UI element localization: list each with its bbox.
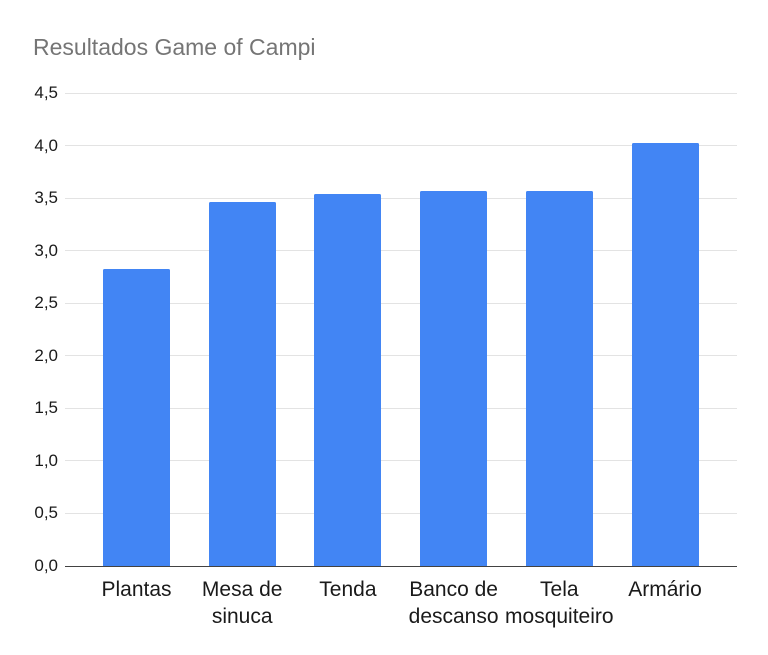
- gridline: [65, 92, 737, 94]
- gridline: [65, 145, 737, 147]
- gridline: [65, 512, 737, 514]
- y-axis-tick-label: 4,0: [34, 135, 58, 155]
- y-axis-tick-label: 1,0: [34, 450, 58, 470]
- gridline: [65, 302, 737, 304]
- x-axis-category-label: Tenda: [319, 578, 377, 601]
- bar-tela-mosquiteiro[interactable]: [525, 190, 593, 566]
- gridline: [65, 460, 737, 462]
- y-axis-tick-label: 4,5: [34, 83, 58, 102]
- x-axis-category-label: Tela mosquiteiro: [505, 578, 614, 628]
- bar-armário[interactable]: [631, 143, 699, 566]
- bar-plantas[interactable]: [103, 268, 170, 566]
- bar-mesa-de-sinuca[interactable]: [208, 202, 276, 566]
- y-axis-tick-label: 2,5: [34, 293, 58, 313]
- x-axis-category-label: Armário: [628, 578, 702, 601]
- x-axis-category-label: Plantas: [101, 578, 172, 601]
- x-axis-baseline: [65, 565, 737, 567]
- gridline: [65, 250, 737, 252]
- y-axis-tick-label: 1,5: [34, 398, 58, 418]
- chart-title: Resultados Game of Campi: [33, 34, 316, 60]
- gridline: [65, 197, 737, 199]
- gridline: [65, 407, 737, 409]
- x-axis-category-label: Mesa de sinuca: [201, 578, 283, 628]
- y-axis-tick-label: 0,0: [34, 556, 58, 575]
- y-axis-tick-label: 2,0: [34, 345, 58, 365]
- bar-tenda[interactable]: [314, 193, 382, 566]
- bar-banco-de-descanso[interactable]: [420, 190, 488, 566]
- y-axis-tick-label: 3,0: [34, 240, 58, 260]
- y-axis-tick-label: 0,5: [34, 503, 58, 523]
- x-axis-category-label: Banco de descanso: [408, 578, 499, 628]
- gridline: [65, 355, 737, 357]
- y-axis-tick-label: 3,5: [34, 188, 58, 208]
